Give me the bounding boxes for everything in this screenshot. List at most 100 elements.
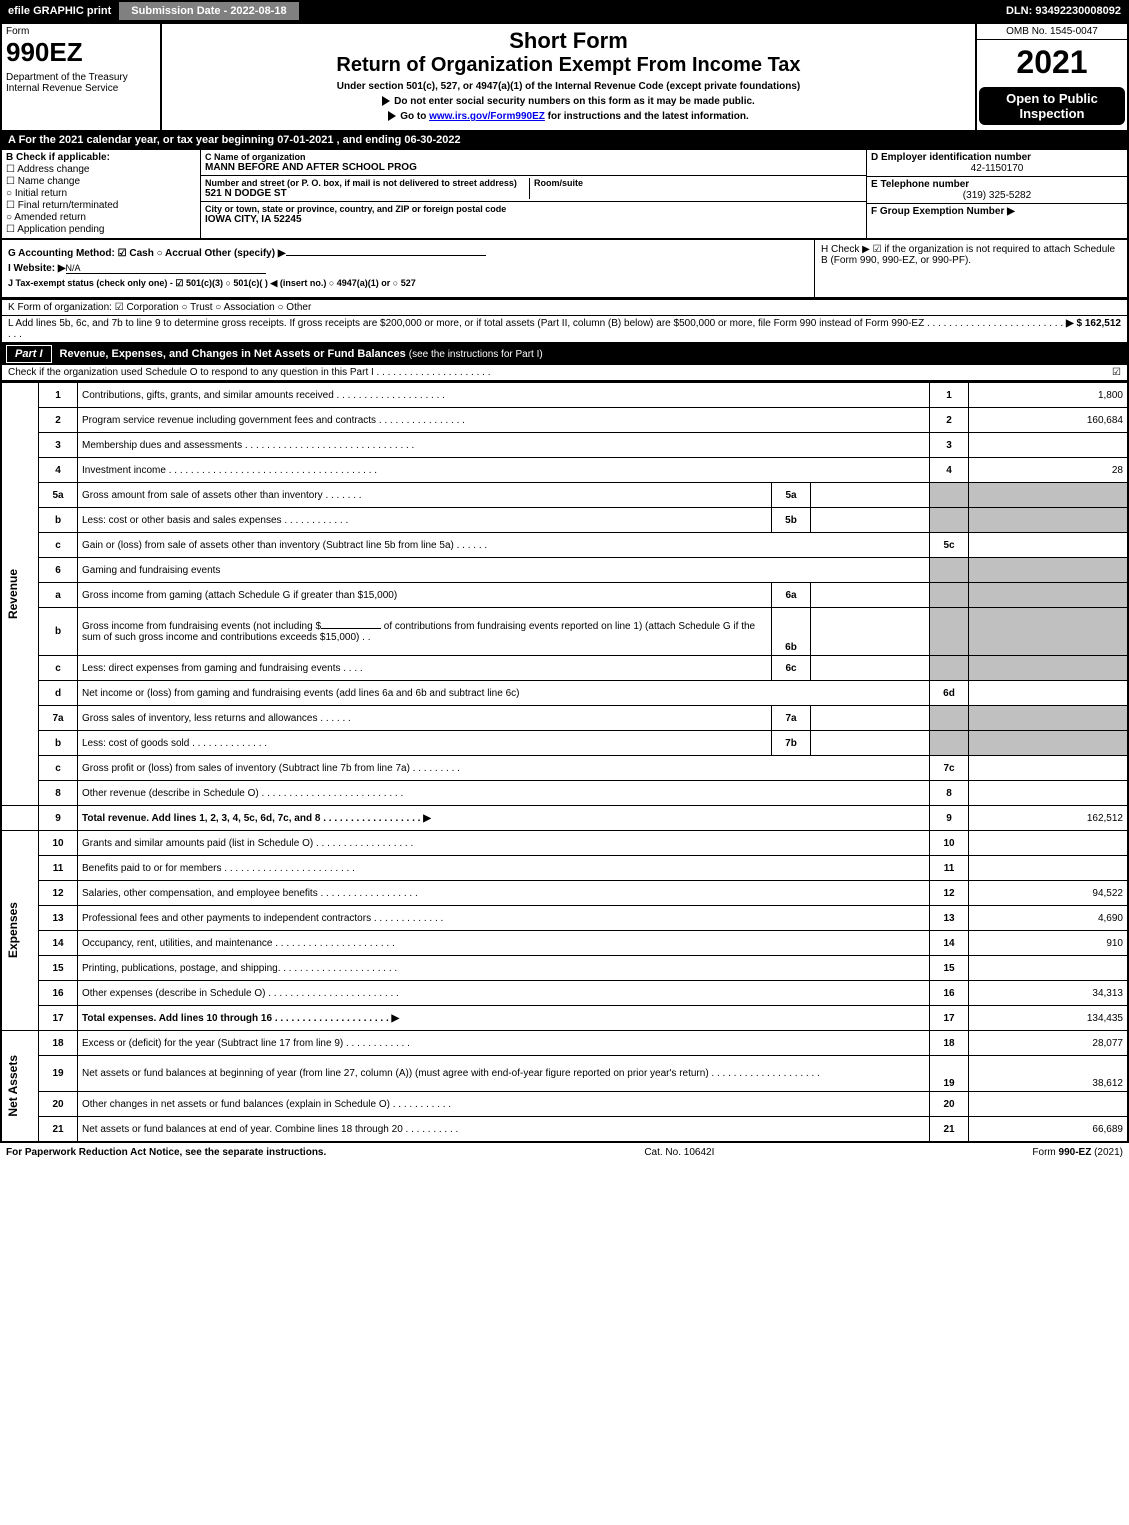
line-19-desc: Net assets or fund balances at beginning…: [78, 1056, 930, 1092]
line-10-num: 10: [930, 831, 969, 856]
part-1-title: Revenue, Expenses, and Changes in Net As…: [60, 348, 1123, 360]
line-20-desc: Other changes in net assets or fund bala…: [78, 1092, 930, 1117]
footer-left: For Paperwork Reduction Act Notice, see …: [6, 1147, 326, 1158]
open-to-public: Open to Public Inspection: [979, 87, 1125, 125]
line-14-num: 14: [930, 931, 969, 956]
header-center: Short Form Return of Organization Exempt…: [162, 24, 975, 130]
submission-date: Submission Date - 2022-08-18: [119, 0, 300, 22]
accounting-other-line[interactable]: [286, 255, 486, 256]
form-header: Form 990EZ Department of the Treasury In…: [0, 22, 1129, 130]
line-7b-shaded: [930, 731, 969, 756]
phone-label: E Telephone number: [871, 179, 1123, 190]
line-11-val: [969, 856, 1129, 881]
line-16-no: 16: [39, 981, 78, 1006]
line-5a-no: 5a: [39, 483, 78, 508]
chk-name-change[interactable]: Name change: [6, 176, 196, 187]
addr-label: Number and street (or P. O. box, if mail…: [205, 178, 529, 188]
instruction-2: Go to www.irs.gov/Form990EZ for instruct…: [166, 111, 971, 122]
line-21-val: 66,689: [969, 1117, 1129, 1143]
tax-exempt-status: J Tax-exempt status (check only one) - ☑…: [8, 278, 808, 289]
line-6-shaded: [930, 558, 969, 583]
sidelabel-expenses-text: Expenses: [6, 902, 34, 958]
line-6d-num: 6d: [930, 681, 969, 706]
line-7b-mid: 7b: [772, 731, 811, 756]
instruction-1-text: Do not enter social security numbers on …: [394, 96, 755, 107]
arrow-icon: [388, 111, 396, 121]
page-footer: For Paperwork Reduction Act Notice, see …: [0, 1143, 1129, 1162]
row-k: K Form of organization: ☑ Corporation ○ …: [0, 299, 1129, 315]
line-4-val: 28: [969, 458, 1129, 483]
form-number: 990EZ: [6, 37, 156, 68]
line-6b-mid: 6b: [772, 608, 811, 656]
line-7a-mid: 7a: [772, 706, 811, 731]
line-4-desc: Investment income . . . . . . . . . . . …: [78, 458, 930, 483]
line-6b-mini: [811, 608, 930, 656]
line-6b-blank: [321, 628, 381, 629]
irs-link[interactable]: www.irs.gov/Form990EZ: [429, 111, 545, 122]
line-16-num: 16: [930, 981, 969, 1006]
chk-application-pending[interactable]: Application pending: [6, 224, 196, 235]
line-3-num: 3: [930, 433, 969, 458]
block-ghi: G Accounting Method: ☑ Cash ○ Accrual Ot…: [0, 238, 1129, 299]
line-7b-desc: Less: cost of goods sold . . . . . . . .…: [78, 731, 772, 756]
line-18-num: 18: [930, 1031, 969, 1056]
line-6c-desc: Less: direct expenses from gaming and fu…: [78, 656, 772, 681]
line-7b-shaded-val: [969, 731, 1129, 756]
line-2-val: 160,684: [969, 408, 1129, 433]
arrow-icon: [382, 96, 390, 106]
accounting-method-text: G Accounting Method: ☑ Cash ○ Accrual Ot…: [8, 248, 286, 259]
line-17-desc: Total expenses. Add lines 10 through 16 …: [78, 1006, 930, 1031]
line-2-desc: Program service revenue including govern…: [78, 408, 930, 433]
line-17-val: 134,435: [969, 1006, 1129, 1031]
line-2-num: 2: [930, 408, 969, 433]
line-1-num: 1: [930, 383, 969, 408]
line-6b-shaded: [930, 608, 969, 656]
form-subtitle: Under section 501(c), 527, or 4947(a)(1)…: [166, 81, 971, 92]
line-7c-num: 7c: [930, 756, 969, 781]
line-7a-shaded-val: [969, 706, 1129, 731]
line-12-val: 94,522: [969, 881, 1129, 906]
line-6d-desc: Net income or (loss) from gaming and fun…: [78, 681, 930, 706]
part-1-note: (see the instructions for Part I): [409, 349, 543, 360]
line-16-val: 34,313: [969, 981, 1129, 1006]
ghi-right: H Check ▶ ☑ if the organization is not r…: [814, 240, 1127, 297]
chk-final-return[interactable]: Final return/terminated: [6, 200, 196, 211]
line-6b-desc1: Gross income from fundraising events (no…: [82, 621, 321, 632]
row-l: L Add lines 5b, 6c, and 7b to line 9 to …: [0, 315, 1129, 343]
line-6a-mini: [811, 583, 930, 608]
line-8-num: 8: [930, 781, 969, 806]
line-10-desc: Grants and similar amounts paid (list in…: [78, 831, 930, 856]
line-11-no: 11: [39, 856, 78, 881]
col-b-title: B Check if applicable:: [6, 152, 196, 163]
sidelabel-expenses: Expenses: [1, 831, 39, 1031]
line-6-no: 6: [39, 558, 78, 583]
line-12-desc: Salaries, other compensation, and employ…: [78, 881, 930, 906]
sidelabel-net-assets-text: Net Assets: [6, 1055, 34, 1117]
dln-label: DLN: 93492230008092: [998, 0, 1129, 22]
line-3-desc: Membership dues and assessments . . . . …: [78, 433, 930, 458]
line-3-val: [969, 433, 1129, 458]
line-7b-mini: [811, 731, 930, 756]
line-8-no: 8: [39, 781, 78, 806]
line-7a-desc: Gross sales of inventory, less returns a…: [78, 706, 772, 731]
col-c: C Name of organization MANN BEFORE AND A…: [201, 150, 866, 238]
line-6a-shaded: [930, 583, 969, 608]
city-label: City or town, state or province, country…: [205, 204, 862, 214]
chk-initial-return[interactable]: Initial return: [6, 188, 196, 199]
line-9-desc: Total revenue. Add lines 1, 2, 3, 4, 5c,…: [78, 806, 930, 831]
room-label: Room/suite: [529, 178, 862, 199]
row-a: A For the 2021 calendar year, or tax yea…: [0, 130, 1129, 148]
efile-label[interactable]: efile GRAPHIC print: [0, 0, 119, 22]
chk-address-change[interactable]: Address change: [6, 164, 196, 175]
phone-value: (319) 325-5282: [871, 190, 1123, 201]
schedule-o-check[interactable]: ☑: [1112, 367, 1121, 378]
line-1-val: 1,800: [969, 383, 1129, 408]
line-16-desc: Other expenses (describe in Schedule O) …: [78, 981, 930, 1006]
website-label: I Website: ▶: [8, 263, 66, 274]
line-6a-shaded-val: [969, 583, 1129, 608]
line-1-no: 1: [39, 383, 78, 408]
line-21-no: 21: [39, 1117, 78, 1143]
schedule-o-row: Check if the organization used Schedule …: [0, 365, 1129, 382]
chk-amended-return[interactable]: Amended return: [6, 212, 196, 223]
ein-value: 42-1150170: [871, 163, 1123, 174]
